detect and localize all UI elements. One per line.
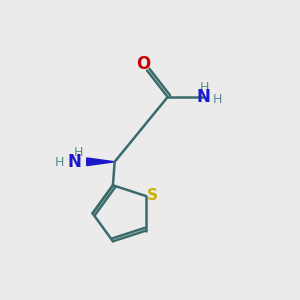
Text: H: H <box>74 146 83 159</box>
Text: S: S <box>147 188 158 203</box>
Text: O: O <box>136 55 151 73</box>
Text: N: N <box>68 153 82 171</box>
Text: H: H <box>213 93 222 106</box>
Text: H: H <box>55 156 64 169</box>
Polygon shape <box>87 158 115 166</box>
Text: H: H <box>200 81 209 94</box>
Text: N: N <box>196 88 210 106</box>
